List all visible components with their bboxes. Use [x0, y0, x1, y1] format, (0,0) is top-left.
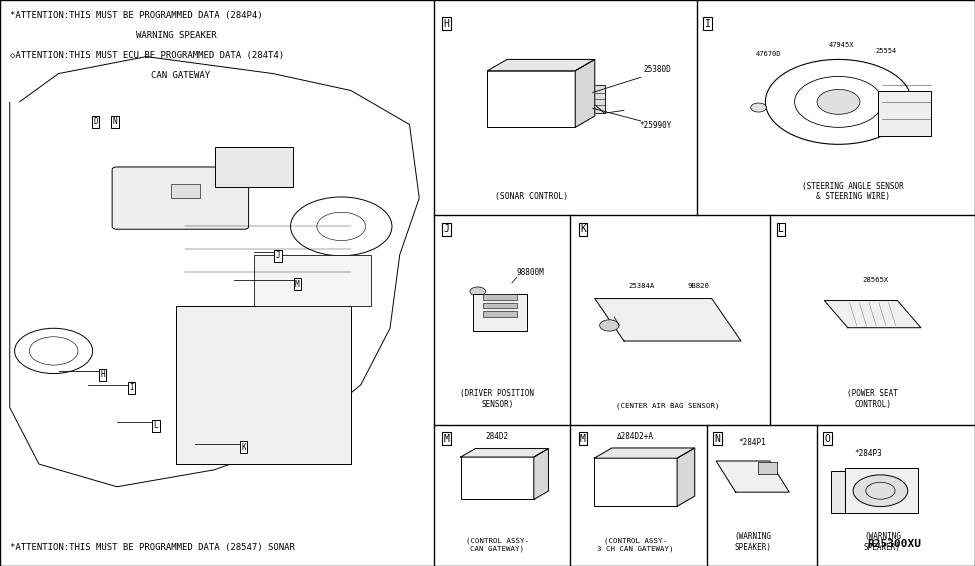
Text: N: N: [113, 117, 117, 126]
Text: (SONAR CONTROL): (SONAR CONTROL): [494, 192, 567, 201]
Bar: [483, 294, 517, 300]
Bar: [254, 255, 370, 306]
Text: 28565X: 28565X: [863, 277, 889, 283]
Bar: [845, 468, 918, 513]
Polygon shape: [488, 59, 595, 71]
Text: WARNING SPEAKER: WARNING SPEAKER: [136, 31, 217, 40]
Text: M: M: [444, 434, 449, 444]
Bar: [498, 464, 512, 492]
Bar: [461, 457, 534, 500]
Text: 25384A: 25384A: [629, 282, 655, 289]
Text: 25554: 25554: [876, 48, 897, 54]
Text: 9B820: 9B820: [687, 282, 709, 289]
Text: M: M: [295, 280, 299, 289]
Text: H: H: [100, 370, 104, 379]
Text: 284D2: 284D2: [486, 432, 509, 441]
Bar: [214, 147, 292, 187]
Polygon shape: [461, 448, 548, 457]
Text: (DRIVER POSITION
SENSOR): (DRIVER POSITION SENSOR): [460, 389, 534, 409]
Text: 25380D: 25380D: [644, 65, 671, 74]
Bar: [483, 303, 517, 308]
Text: L: L: [154, 421, 158, 430]
Text: J: J: [276, 251, 280, 260]
Text: 98800M: 98800M: [517, 268, 544, 277]
Bar: [512, 464, 526, 492]
Text: 47670D: 47670D: [756, 50, 781, 57]
FancyBboxPatch shape: [112, 167, 249, 229]
Text: Δ284D2+A: Δ284D2+A: [617, 432, 654, 441]
Polygon shape: [825, 301, 920, 328]
Circle shape: [751, 103, 766, 112]
Text: (STEERING ANGLE SENSOR
& STEERING WIRE): (STEERING ANGLE SENSOR & STEERING WIRE): [802, 182, 904, 201]
Text: I: I: [130, 383, 134, 392]
Polygon shape: [595, 448, 694, 458]
Text: *ATTENTION:THIS MUST BE PROGRAMMED DATA (284P4): *ATTENTION:THIS MUST BE PROGRAMMED DATA …: [10, 11, 262, 20]
Text: *284P3: *284P3: [854, 449, 881, 458]
Circle shape: [853, 475, 908, 507]
Bar: [483, 311, 517, 317]
Polygon shape: [534, 448, 548, 500]
Bar: [580, 85, 604, 113]
Text: J: J: [444, 224, 449, 234]
Text: CAN GATEWAY: CAN GATEWAY: [151, 71, 211, 80]
Text: R25300XU: R25300XU: [868, 539, 921, 549]
Polygon shape: [575, 59, 595, 127]
Text: (WARNING
SPEAKER): (WARNING SPEAKER): [734, 533, 771, 552]
Circle shape: [600, 320, 619, 331]
Polygon shape: [595, 299, 741, 341]
Bar: [758, 462, 777, 474]
Bar: [171, 184, 200, 198]
Bar: [473, 294, 526, 331]
Text: *ATTENTION:THIS MUST BE PROGRAMMED DATA (28547) SONAR: *ATTENTION:THIS MUST BE PROGRAMMED DATA …: [10, 543, 294, 552]
Text: I: I: [705, 19, 711, 29]
Text: *284P1: *284P1: [739, 438, 766, 447]
Text: (WARNING
SPEAKER): (WARNING SPEAKER): [864, 533, 901, 552]
Text: M: M: [580, 434, 586, 444]
Text: K: K: [242, 443, 246, 452]
Bar: [469, 464, 483, 492]
Text: O: O: [825, 434, 831, 444]
Bar: [484, 464, 497, 492]
Text: *25990Y: *25990Y: [640, 121, 672, 130]
Bar: [176, 306, 351, 464]
Text: K: K: [580, 224, 586, 234]
Bar: [595, 458, 677, 507]
Text: D: D: [94, 117, 98, 126]
Text: H: H: [444, 19, 449, 29]
Text: (CENTER AIR BAG SENSOR): (CENTER AIR BAG SENSOR): [616, 402, 720, 409]
Text: (POWER SEAT
CONTROL): (POWER SEAT CONTROL): [847, 389, 898, 409]
Text: ◇ATTENTION:THIS MUST ECU BE PROGRAMMED DATA (284T4): ◇ATTENTION:THIS MUST ECU BE PROGRAMMED D…: [10, 51, 284, 60]
Circle shape: [470, 287, 486, 296]
Text: (CONTROL ASSY-
3 CH CAN GATEWAY): (CONTROL ASSY- 3 CH CAN GATEWAY): [598, 538, 674, 552]
Circle shape: [817, 89, 860, 114]
Bar: [878, 91, 931, 136]
Text: N: N: [715, 434, 721, 444]
Text: 47945X: 47945X: [829, 42, 854, 48]
Text: L: L: [778, 224, 784, 234]
Text: (CONTROL ASSY-
CAN GATEWAY): (CONTROL ASSY- CAN GATEWAY): [466, 538, 528, 552]
Polygon shape: [677, 448, 694, 507]
Bar: [831, 471, 845, 513]
Bar: [488, 71, 575, 127]
Polygon shape: [716, 461, 790, 492]
